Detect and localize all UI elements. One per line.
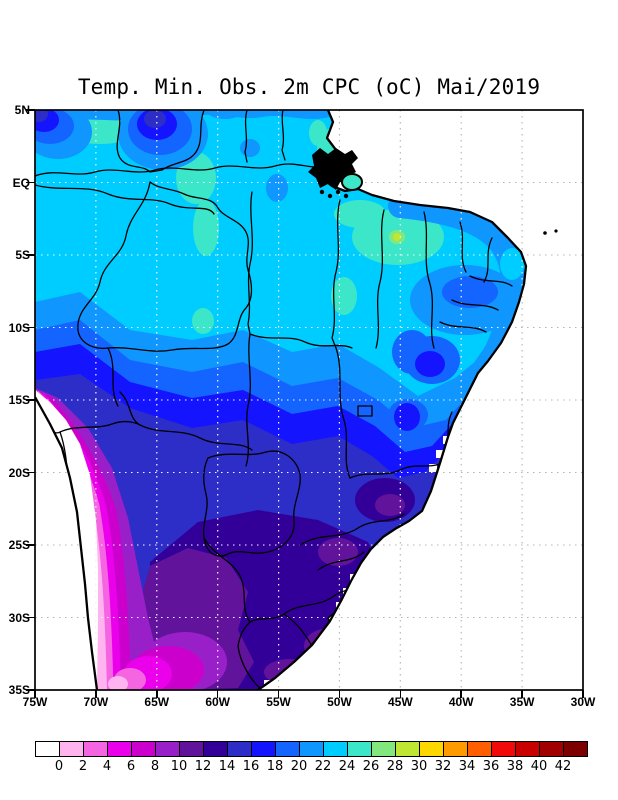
colorbar-tick-label: 32 <box>434 759 452 774</box>
lat-tick <box>26 399 35 401</box>
lat-tick <box>26 326 35 329</box>
lon-tick <box>399 690 402 698</box>
lon-label: 70W <box>83 695 109 709</box>
lat-label: 10S <box>8 320 30 335</box>
colorbar-cell <box>251 741 276 757</box>
offshore-island-dot <box>543 231 547 235</box>
lat-tick <box>26 109 35 111</box>
colorbar-cell <box>515 741 540 757</box>
colorbar-cell <box>539 741 564 757</box>
colorbar-tick-label: 0 <box>54 759 64 774</box>
colorbar-cell <box>491 741 516 757</box>
colorbar-tick-label: 30 <box>410 759 428 774</box>
lon-label: 65W <box>144 695 170 709</box>
map-frame <box>34 109 584 691</box>
colorbar-cell <box>59 741 84 757</box>
colorbar-cell <box>155 741 180 757</box>
lat-tick <box>26 616 35 619</box>
colorbar-cell <box>563 741 588 757</box>
colorbar-cell <box>131 741 156 757</box>
colorbar-cell <box>107 741 132 757</box>
lat-label: 35S <box>8 683 30 697</box>
lat-label: 30S <box>8 610 30 625</box>
colorbar-tick-label: 34 <box>458 759 476 774</box>
colorbar-tick-label: 14 <box>218 759 236 774</box>
amazon-mouth-islands <box>308 148 558 235</box>
lon-label: 60W <box>205 695 230 709</box>
lat-tick <box>26 181 35 184</box>
colorbar-cell <box>371 741 396 757</box>
lat-label: 15S <box>8 393 30 407</box>
lat-label: 5N <box>14 103 30 117</box>
colorbar-cell <box>227 741 252 757</box>
colorbar-cell <box>83 741 108 757</box>
colorbar-tick-label: 22 <box>314 759 332 774</box>
lon-tick <box>34 690 36 698</box>
colorbar-tick-label: 4 <box>102 759 112 774</box>
colorbar-tick-label: 2 <box>78 759 88 774</box>
colorbar-tick-label: 24 <box>338 759 356 774</box>
colorbar-tick-label: 28 <box>386 759 404 774</box>
colorbar-cell <box>275 741 300 757</box>
colorbar-tick-label: 42 <box>554 759 572 774</box>
lat-tick <box>26 544 35 546</box>
colorbar-tick-label: 18 <box>266 759 284 774</box>
lon-tick <box>277 690 280 698</box>
colorbar-cell <box>395 741 420 757</box>
colorbar-cell <box>443 741 468 757</box>
colorbar-tick-label: 20 <box>290 759 308 774</box>
offshore-island-dot <box>554 229 558 233</box>
lon-label: 30W <box>570 695 596 709</box>
lon-tick <box>95 690 97 698</box>
colorbar-tick-label: 38 <box>506 759 524 774</box>
lon-tick <box>216 690 219 698</box>
lat-tick <box>26 689 35 691</box>
lat-tick <box>26 254 35 256</box>
lon-tick <box>460 690 462 698</box>
lon-label: 35W <box>509 695 535 709</box>
colorbar-tick-label: 6 <box>126 759 136 774</box>
map-title: Temp. Min. Obs. 2m CPC (oC) Mai/2019 <box>77 75 541 99</box>
lat-label: 5S <box>15 248 30 262</box>
colorbar-cell <box>179 741 204 757</box>
colorbar-tick-label: 12 <box>194 759 212 774</box>
lat-label: 25S <box>8 538 30 552</box>
colorbar-tick-label: 8 <box>150 759 160 774</box>
colorbar-tick-label: 16 <box>242 759 260 774</box>
colorbar-tick-label: 40 <box>530 759 548 774</box>
lat-label: 20S <box>8 465 30 480</box>
colorbar-tick-label: 26 <box>362 759 380 774</box>
lon-label: 50W <box>327 695 352 709</box>
lon-label: 55W <box>266 695 291 709</box>
colorbar-cell <box>347 741 372 757</box>
lon-label: 40W <box>448 695 474 709</box>
colorbar-cell <box>299 741 324 757</box>
colorbar-cell <box>467 741 492 757</box>
colorbar-cell <box>323 741 348 757</box>
colorbar-cell <box>419 741 444 757</box>
lon-tick <box>521 690 523 698</box>
lon-tick <box>338 690 341 698</box>
lon-tick <box>156 690 158 698</box>
lon-tick <box>582 690 584 698</box>
colorbar-tick-label: 10 <box>170 759 188 774</box>
lon-label: 45W <box>387 695 413 709</box>
colorbar-cell <box>35 741 60 757</box>
lat-tick <box>26 471 35 474</box>
lat-label: EQ <box>12 175 30 190</box>
colorbar-cell <box>203 741 228 757</box>
colorbar-tick-label: 36 <box>482 759 500 774</box>
lon-label: 75W <box>22 695 48 709</box>
